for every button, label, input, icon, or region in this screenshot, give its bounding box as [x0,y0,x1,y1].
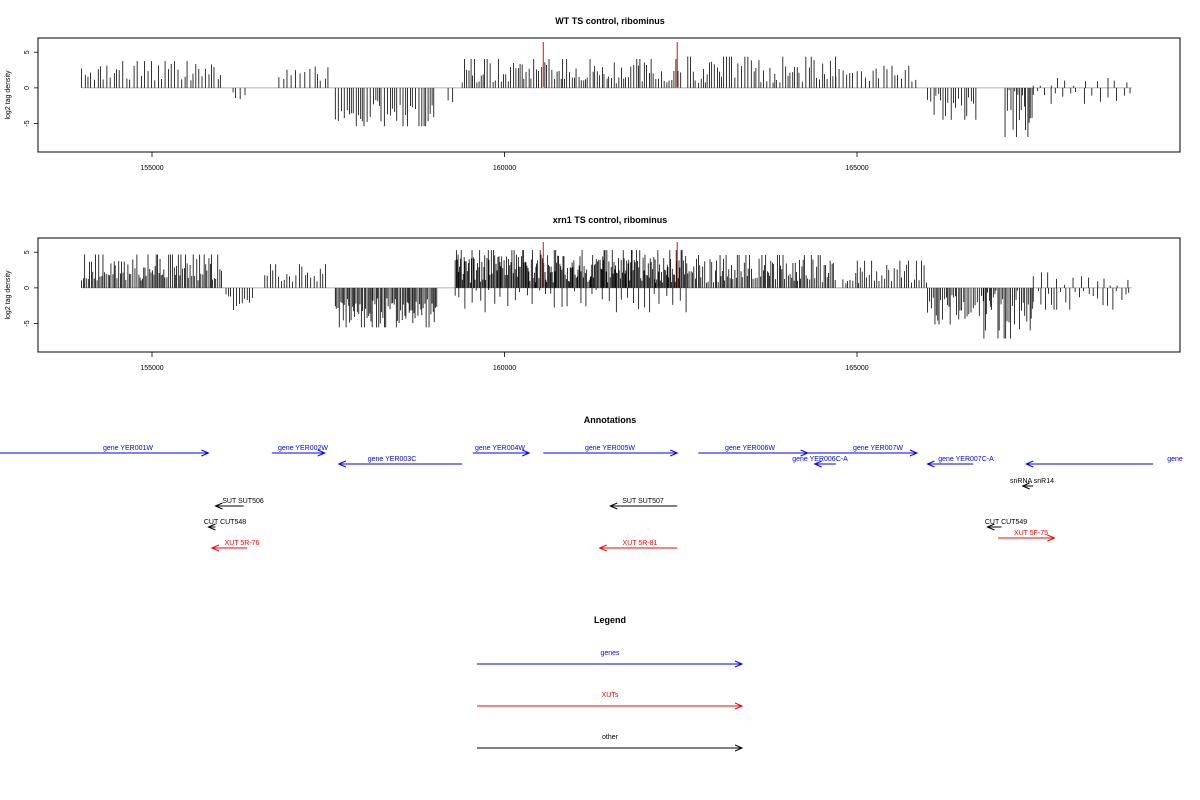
arrowhead [1021,482,1030,490]
annotation-label: CUT CUT548 [204,519,246,526]
arrowhead [734,660,744,668]
annotation-label: XUT 5R-76 [225,540,260,547]
annotation-item: gene YER001W [0,445,210,457]
annotation-label: gene YER003C [368,456,417,463]
y-tick-label: -5 [24,320,31,326]
annotation-item: gene YER006C-A [792,456,848,468]
arrowhead [1047,534,1056,542]
chart-title: xrn1 TS control, ribominus [553,215,668,225]
annotation-label: gene YER006W [725,445,775,452]
legend-label: genes [600,650,620,657]
annotations-title: Annotations [584,415,637,425]
legend-entry: genes [477,650,744,668]
arrowhead [813,460,822,468]
arrowhead [734,702,744,710]
track-panel-wt: WT TS control, ribominus 5 0 -5 155000 16000… [5,16,1181,172]
arrowhead [670,449,679,457]
annotation-label: gene YER007W [853,445,903,452]
annotation-label: gene YER007C-A [938,456,994,463]
annotation-item: XUT 5R-81 [598,540,678,552]
y-tick-label: 0 [24,286,31,290]
chart-title: WT TS control, ribominus [555,16,665,26]
annotation-item: gene YER006W [698,445,809,457]
x-tick-label: 155000 [140,365,163,372]
y-axis-label: log2 tag density [5,70,12,120]
arrowhead [317,449,326,457]
annotation-item: SUT SUT507 [608,498,678,510]
arrowhead [201,449,210,457]
y-tick-label: -5 [24,120,31,126]
y-tick-label: 0 [24,86,31,90]
legend-panel: Legend genes XUTs other [477,615,744,752]
annotations-panel: Annotations gene YER001W gene YER002Wgene… [0,415,1183,552]
annotation-label: XUT 5R-81 [623,540,658,547]
annotation-item: XUT 5R-76 [210,540,260,552]
annotation-label: SUT SUT506 [222,498,264,505]
legend-label: other [602,734,619,741]
arrowhead [608,502,618,510]
plot-frame [37,237,1181,353]
annotation-label: XUT 5F-75 [1014,530,1048,537]
legend-items: genes XUTs other [477,650,744,752]
arrowhead [521,449,531,457]
y-axis-label: log2 tag density [5,270,12,320]
y-tick-label: 5 [24,250,31,254]
annotation-item: gene YER005W [543,445,679,457]
x-tick-label: 160000 [493,165,516,172]
annotation-label: snRNA snR14 [1010,478,1054,485]
annotation-item: gene YER002W [271,445,328,457]
annotation-label: gene YER006C-A [792,456,848,463]
legend-label: XUTs [602,692,619,699]
annotation-item: snRNA snR14 [1010,478,1054,490]
plot-frame [37,37,1181,153]
legend-entry: other [477,734,744,752]
annotation-item: gene YER007C-A [926,456,994,468]
arrowhead [909,449,919,457]
annotation-label: gene YER001W [103,445,153,452]
x-tick-label: 165000 [845,365,868,372]
annotation-item: CUT CUT549 [985,519,1027,531]
arrowhead [598,544,607,552]
annotation-label: gene YER005W [585,445,635,452]
axis-group: 5 0 -5 155000 160000 165000 [24,250,869,372]
annotation-item: gene [1024,456,1183,468]
annotation-label: gene [1167,456,1183,463]
arrowhead [207,523,216,531]
annotation-items: gene YER001W gene YER002W gene YER003C gene… [0,445,1183,552]
annotation-item: gene YER004W [472,445,531,457]
annotation-item: XUT 5F-75 [998,530,1056,542]
annotation-label: CUT CUT549 [985,519,1027,526]
density-bars [81,242,1132,339]
arrowhead [1024,460,1034,468]
arrowhead [926,460,935,468]
x-tick-label: 160000 [493,365,516,372]
x-tick-label: 165000 [845,165,868,172]
x-tick-label: 155000 [140,165,163,172]
annotation-item: gene YER007W [807,445,919,457]
arrowhead [210,544,220,552]
annotation-label: SUT SUT507 [622,498,664,505]
legend-entry: XUTs [477,692,744,710]
axis-group: 5 0 -5 155000 160000 165000 [24,50,869,172]
arrowhead [337,460,347,468]
annotation-label: gene YER002W [278,445,328,452]
legend-title: Legend [594,615,626,625]
annotation-label: gene YER004W [475,445,525,452]
arrowhead [734,744,744,752]
track-panel-xrn1: xrn1 TS control, ribominus 5 0 -5 155000 160… [5,215,1181,372]
arrowhead [214,502,223,510]
y-tick-label: 5 [24,50,31,54]
density-bars [81,42,1132,138]
arrowhead [986,523,995,531]
annotation-item: gene YER003C [337,456,463,468]
annotation-item: SUT SUT506 [214,498,264,510]
annotation-item: CUT CUT548 [204,519,246,531]
